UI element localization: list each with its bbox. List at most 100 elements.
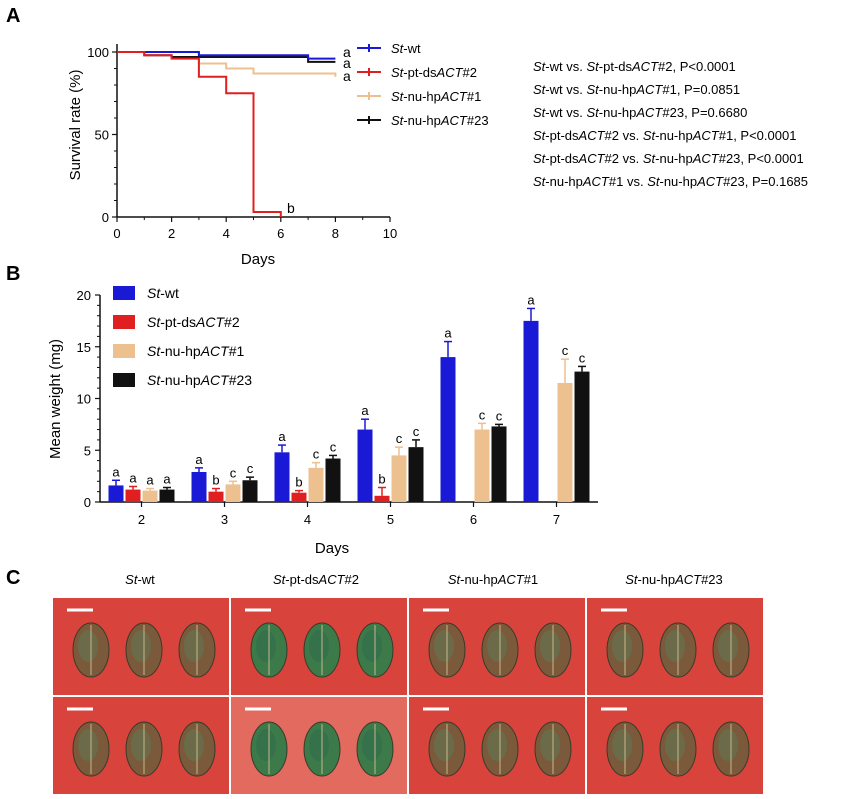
- survival-letter-hp23: a: [343, 55, 351, 71]
- leaf-group-title-3: St-nu-hpACT#23: [625, 572, 723, 587]
- survival-legend-label-wt: St-wt: [391, 41, 421, 56]
- bar-ds-day2: [125, 489, 141, 502]
- weight-axes: 0 5 10 15 20 2 3 4 5 6 7: [77, 288, 598, 527]
- weight-x-tick-label: 4: [304, 512, 311, 527]
- survival-line-hp23: [117, 51, 336, 63]
- bar-letter-wt-day3: a: [195, 452, 203, 467]
- bar-letter-hp23-day2: a: [163, 472, 171, 487]
- leaf-patch: [612, 729, 632, 761]
- bar-hp23-day6: [491, 426, 507, 502]
- bar-letter-hp23-day6: c: [496, 408, 503, 423]
- leaf-patch: [256, 630, 276, 662]
- weight-y-tick-label: 15: [77, 340, 91, 355]
- leaf-patch: [184, 729, 204, 761]
- leaf-patch: [665, 630, 685, 662]
- leaf-patch: [309, 729, 329, 761]
- leaf-photos: St-wt St-pt-dsACT#2 St-nu-hpACT#1 St-nu-hpA…: [53, 572, 763, 794]
- bar-letter-wt-day6: a: [444, 326, 452, 341]
- weight-legend-swatch-hp23: [113, 373, 135, 387]
- leaf-group-title-1: St-pt-dsACT#2: [273, 572, 359, 587]
- survival-line-wt: [117, 51, 336, 60]
- survival-legend-label-ds: St-pt-dsACT#2: [391, 65, 477, 80]
- stat-comparison: St-wt vs. St-nu-hpACT#1, P=0.0851: [533, 82, 740, 97]
- weight-y-axis-label: Mean weight (mg): [47, 339, 64, 459]
- survival-legend-label-hp1: St-nu-hpACT#1: [391, 89, 481, 104]
- bar-letter-wt-day2: a: [112, 464, 120, 479]
- leaf-patch: [362, 729, 382, 761]
- survival-y-axis-label: Survival rate (%): [67, 70, 84, 181]
- bar-letter-hp1-day5: c: [396, 431, 403, 446]
- weight-legend: St-wt St-pt-dsACT#2 St-nu-hpACT#1 St-nu-hpA…: [113, 285, 252, 388]
- bar-hp1-day7: [557, 382, 573, 502]
- bar-letter-ds-day5: b: [378, 472, 385, 487]
- leaf-patch: [309, 630, 329, 662]
- weight-legend-swatch-hp1: [113, 344, 135, 358]
- leaf-patch: [131, 630, 151, 662]
- bar-wt-day6: [440, 357, 456, 502]
- bar-hp1-day2: [142, 490, 158, 502]
- weight-y-tick-label: 0: [84, 495, 91, 510]
- panel-label-a: A: [6, 5, 20, 27]
- bar-ds-day4: [291, 492, 307, 502]
- leaf-group-title-0: St-wt: [125, 572, 155, 587]
- weight-x-tick-label: 6: [470, 512, 477, 527]
- weight-legend-label-hp23: St-nu-hpACT#23: [147, 372, 252, 388]
- survival-y-tick-label: 50: [95, 128, 109, 143]
- survival-x-tick-label: 8: [332, 226, 339, 241]
- bar-letter-hp1-day4: c: [313, 447, 320, 462]
- survival-lines: [117, 51, 337, 217]
- stat-comparison: St-pt-dsACT#2 vs. St-nu-hpACT#1, P<0.000…: [533, 128, 796, 143]
- bar-wt-day2: [108, 485, 124, 502]
- weight-y-tick-label: 20: [77, 288, 91, 303]
- bar-letter-hp1-day7: c: [562, 343, 569, 358]
- survival-significance-letters: a b aa: [287, 44, 351, 216]
- weight-y-tick-label: 5: [84, 443, 91, 458]
- bar-hp23-day2: [159, 489, 175, 502]
- bar-letter-hp23-day3: c: [247, 461, 254, 476]
- bar-ds-day3: [208, 491, 224, 502]
- stat-comparison: St-wt vs. St-pt-dsACT#2, P<0.0001: [533, 59, 736, 74]
- survival-x-tick-label: 10: [383, 226, 397, 241]
- leaf-patch: [612, 630, 632, 662]
- bar-letter-ds-day3: b: [212, 473, 219, 488]
- bar-wt-day3: [191, 471, 207, 502]
- bar-letter-wt-day5: a: [361, 403, 369, 418]
- bar-wt-day4: [274, 452, 290, 502]
- leaf-patch: [434, 630, 454, 662]
- leaf-patch: [184, 630, 204, 662]
- survival-letter-hp1: a: [343, 68, 351, 84]
- leaf-patch: [540, 630, 560, 662]
- weight-legend-swatch-ds: [113, 315, 135, 329]
- weight-x-tick-label: 2: [138, 512, 145, 527]
- survival-x-tick-label: 4: [223, 226, 230, 241]
- leaf-group-title-2: St-nu-hpACT#1: [448, 572, 538, 587]
- survival-line-ds: [117, 51, 282, 217]
- survival-legend: St-wt St-pt-dsACT#2 St-nu-hpACT#1 St-nu-hpA…: [357, 41, 489, 128]
- bar-letter-wt-day7: a: [527, 292, 535, 307]
- bar-hp23-day5: [408, 447, 424, 502]
- bar-letter-ds-day2: a: [129, 470, 137, 485]
- bar-hp1-day6: [474, 429, 490, 502]
- leaf-patch: [665, 729, 685, 761]
- leaf-patch: [718, 729, 738, 761]
- leaf-patch: [131, 729, 151, 761]
- weight-legend-swatch-wt: [113, 286, 135, 300]
- leaf-patch: [256, 729, 276, 761]
- bar-letter-hp23-day5: c: [413, 424, 420, 439]
- survival-y-tick-label: 100: [87, 45, 109, 60]
- weight-x-tick-label: 3: [221, 512, 228, 527]
- survival-x-tick-label: 0: [113, 226, 120, 241]
- survival-y-tick-label: 0: [102, 210, 109, 225]
- bar-hp23-day3: [242, 480, 258, 502]
- panel-label-c: C: [6, 567, 20, 589]
- bar-hp1-day3: [225, 484, 241, 502]
- bar-letter-hp1-day2: a: [146, 473, 154, 488]
- bar-hp1-day5: [391, 455, 407, 502]
- leaf-patch: [487, 630, 507, 662]
- leaf-patch: [362, 630, 382, 662]
- stat-comparison: St-nu-hpACT#1 vs. St-nu-hpACT#23, P=0.16…: [533, 174, 808, 189]
